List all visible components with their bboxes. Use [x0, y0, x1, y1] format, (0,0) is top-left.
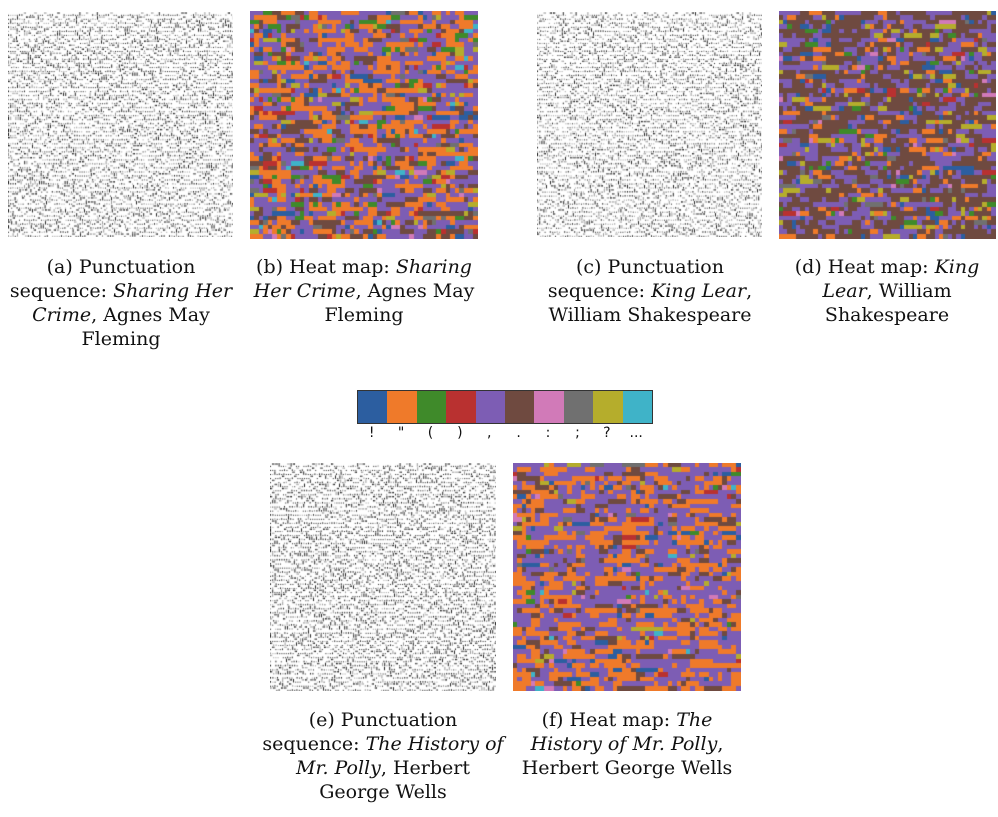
- legend-swatch: [475, 391, 505, 423]
- figure-caption: (c) Punctuation sequence: King Lear, Wil…: [547, 256, 753, 326]
- legend-swatch: [358, 391, 388, 423]
- legend-swatches: [357, 390, 653, 424]
- legend-swatch: [504, 391, 535, 423]
- punctuation-sequence-image: [8, 12, 233, 237]
- legend-swatch: [563, 391, 594, 423]
- figure-caption: (b) Heat map: Sharing Her Crime, Agnes M…: [253, 256, 475, 326]
- legend-swatch: [387, 391, 417, 423]
- legend-label: ?: [603, 425, 611, 441]
- legend-label: .: [516, 425, 521, 441]
- punctuation-sequence-image: [537, 12, 762, 237]
- legend-label: ...: [629, 425, 643, 441]
- legend-label: ;: [575, 425, 580, 441]
- figure-caption: (e) Punctuation sequence: The History of…: [262, 709, 504, 803]
- figure-caption: (d) Heat map: King Lear, William Shakesp…: [794, 256, 980, 326]
- color-legend: ! " (),.:;?...: [357, 390, 653, 441]
- heat-map-image: [513, 463, 741, 691]
- legend-swatch: [622, 391, 652, 423]
- legend-swatch: [593, 391, 623, 423]
- punctuation-sequence-image: [270, 463, 496, 691]
- legend-labels: ! " (),.:;?...: [357, 425, 653, 441]
- legend-label: :: [545, 425, 551, 441]
- legend-label: (: [427, 425, 434, 441]
- legend-swatch: [446, 391, 476, 423]
- legend-label: !: [368, 425, 375, 441]
- legend-swatch: [534, 391, 564, 423]
- legend-label: ,: [487, 425, 492, 441]
- heat-map-image: [250, 11, 478, 239]
- legend-label: ): [457, 425, 463, 441]
- figure-caption: (a) Punctuation sequence: Sharing Her Cr…: [9, 256, 233, 350]
- heat-map-image: [779, 11, 996, 239]
- figure-caption: (f) Heat map: The History of Mr. Polly, …: [521, 709, 733, 779]
- legend-swatch: [416, 391, 447, 423]
- legend-label: ": [397, 425, 405, 441]
